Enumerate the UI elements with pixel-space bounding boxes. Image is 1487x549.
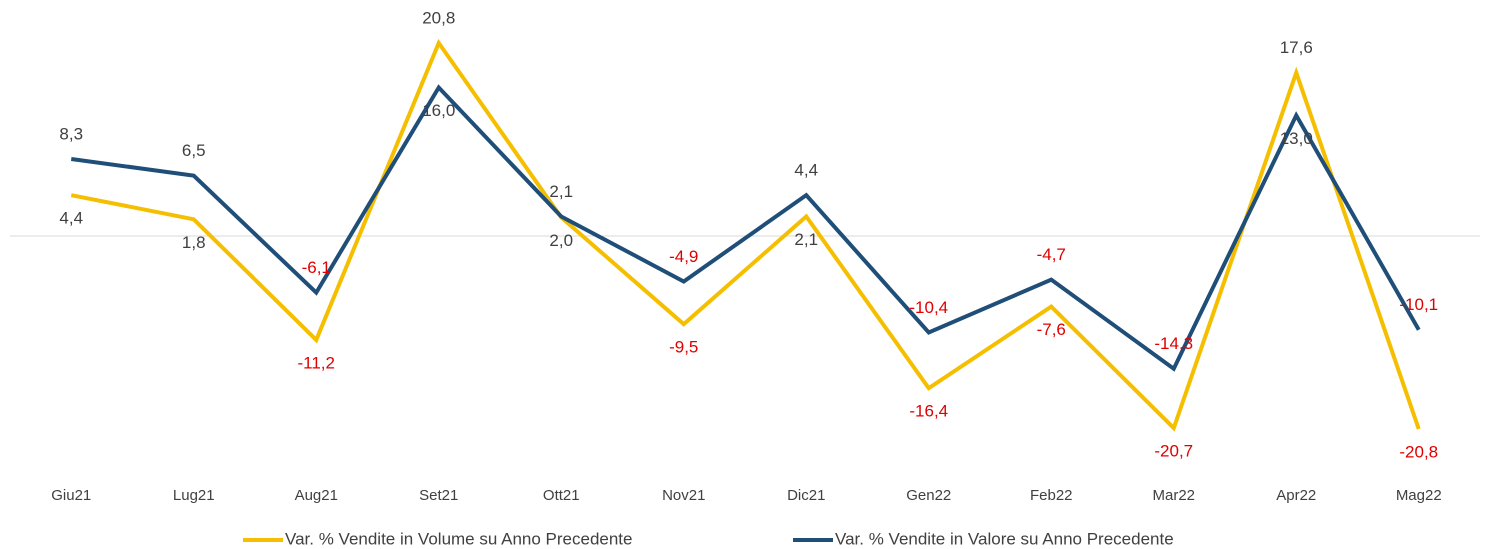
data-label: -20,7 [1154,442,1193,461]
data-label: -9,5 [669,338,698,357]
data-label: 13,0 [1280,129,1313,148]
data-label: 17,6 [1280,38,1313,57]
x-tick-label: Ott21 [543,487,580,504]
data-label: 2,0 [549,231,573,250]
data-label: 20,8 [422,8,455,27]
data-label: -11,2 [298,353,336,372]
data-label: 2,1 [549,182,573,201]
line [70,84,1421,372]
x-tick-label: Lug21 [173,487,215,504]
data-label: 4,4 [59,209,83,228]
data-label: 8,3 [59,124,83,143]
data-label: -4,7 [1037,245,1066,264]
legend-label: Var. % Vendite in Volume su Anno Precede… [285,529,632,548]
data-label: 6,5 [182,141,206,160]
x-tick-label: Giu21 [51,487,91,504]
x-tick-label: Nov21 [662,487,705,504]
data-label: -7,6 [1037,320,1066,339]
data-label: -4,9 [669,247,698,266]
data-label: -14,3 [1154,334,1193,353]
data-label: 4,4 [794,161,818,180]
x-tick-label: Set21 [419,487,458,504]
data-label: -20,8 [1399,443,1438,462]
data-label: 1,8 [182,233,206,252]
legend-label: Var. % Vendite in Valore su Anno Precede… [835,529,1174,548]
x-tick-label: Mar22 [1152,487,1195,504]
x-tick-label: Mag22 [1396,487,1442,504]
data-label: -10,4 [909,298,948,317]
x-tick-label: Dic21 [787,487,825,504]
data-label: -16,4 [909,402,948,421]
data-label: -10,1 [1399,295,1438,314]
x-tick-label: Feb22 [1030,487,1073,504]
x-tick-label: Apr22 [1276,487,1316,504]
data-label: 16,0 [422,101,455,120]
x-tick-label: Aug21 [295,487,338,504]
data-label: 2,1 [794,230,818,249]
data-label: -6,1 [302,258,331,277]
x-tick-label: Gen22 [906,487,951,504]
line [70,38,1421,432]
